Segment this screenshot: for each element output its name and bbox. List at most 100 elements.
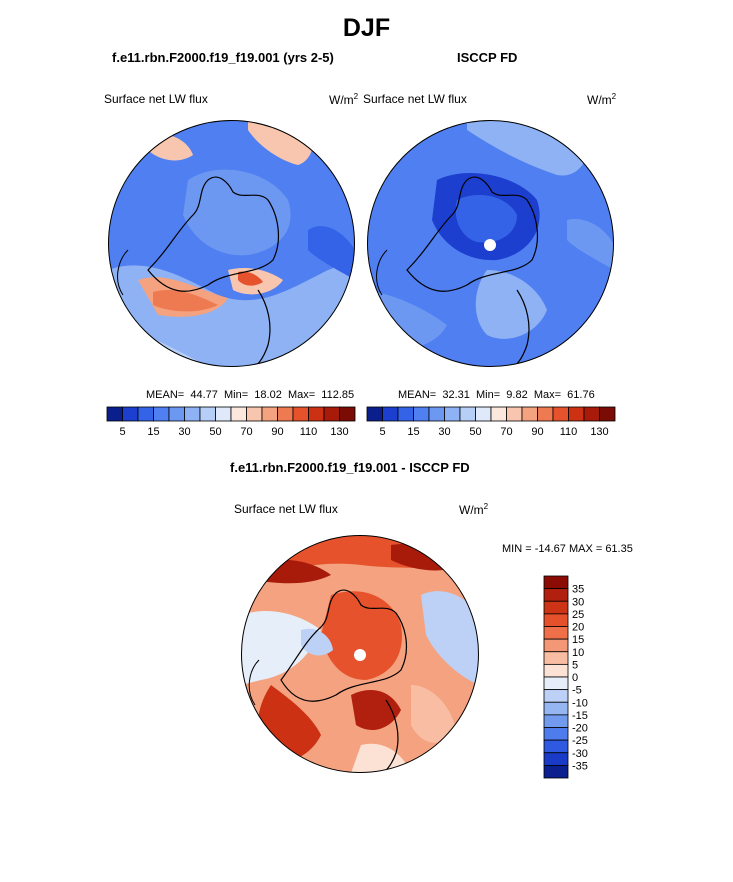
colorbar-swatch — [308, 406, 325, 422]
colorbar-swatch — [106, 406, 123, 422]
colorbar-tick-label: -5 — [572, 685, 582, 697]
colorbar-swatch — [323, 406, 340, 422]
colorbar-swatch — [543, 739, 569, 754]
colorbar-tick-label: -25 — [572, 735, 588, 747]
left-panel-variable: Surface net LW flux — [104, 92, 208, 106]
colorbar-swatch — [543, 626, 569, 640]
colorbar-tick-label: -35 — [572, 760, 588, 772]
colorbar-swatch — [184, 406, 201, 422]
colorbar-swatch — [199, 406, 216, 422]
colorbar-tick-label: 0 — [572, 672, 578, 684]
colorbar-swatch — [543, 752, 569, 766]
colorbar-tick-label: 15 — [407, 426, 419, 438]
right-panel-stats: MEAN= 32.31 Min= 9.82 Max= 61.76 — [398, 389, 595, 401]
colorbar-tick-label: -15 — [572, 710, 588, 722]
field-region — [308, 226, 355, 280]
colorbar-tick-label: -10 — [572, 697, 588, 709]
colorbar-tick-label: 130 — [590, 426, 608, 438]
colorbar-swatch — [413, 406, 430, 422]
colorbar-swatch — [506, 406, 523, 422]
colorbar-swatch — [543, 575, 569, 590]
diff-polar-map — [241, 535, 479, 773]
colorbar-tick-label: 35 — [572, 584, 584, 596]
colorbar-tick-label: 20 — [572, 622, 584, 634]
pole-marker — [354, 649, 366, 661]
colorbar-tick-label: 110 — [300, 426, 318, 438]
colorbar-swatch — [543, 689, 569, 703]
colorbar-tick-label: 25 — [572, 609, 584, 621]
field-region — [241, 610, 321, 685]
left-colorbar: 5 15 30 50 70 90 110 130 — [106, 406, 356, 438]
diff-minmax: MIN = -14.67 MAX = 61.35 — [502, 543, 633, 555]
colorbar-tick-label: 5 — [379, 426, 385, 438]
colorbar-swatch — [543, 764, 569, 779]
colorbar-tick-label: 5 — [119, 426, 125, 438]
diff-panel-title: f.e11.rbn.F2000.f19_f19.001 - ISCCP FD — [230, 460, 470, 475]
colorbar-tick-label: -20 — [572, 723, 588, 735]
coastline — [280, 589, 408, 702]
colorbar-swatch — [543, 651, 569, 665]
colorbar-swatch — [168, 406, 185, 422]
field-region — [183, 169, 291, 256]
coastline — [117, 249, 129, 296]
colorbar-swatch — [277, 406, 294, 422]
colorbar-swatch — [490, 406, 507, 422]
colorbar-swatch — [215, 406, 232, 422]
colorbar-swatch — [521, 406, 538, 422]
colorbar-swatch — [568, 406, 585, 422]
field-region — [421, 591, 479, 685]
field-region — [238, 271, 263, 286]
colorbar-swatch — [246, 406, 263, 422]
colorbar-swatch — [475, 406, 492, 422]
colorbar-swatch — [543, 676, 569, 691]
colorbar-swatch — [153, 406, 170, 422]
coastline — [406, 176, 538, 292]
colorbar-swatch — [292, 406, 309, 422]
colorbar-swatch — [599, 406, 616, 422]
colorbar-tick-label: 90 — [271, 426, 283, 438]
colorbar-swatch — [339, 406, 356, 422]
colorbar-tick-label: -30 — [572, 748, 588, 760]
field-region — [455, 195, 517, 243]
colorbar-swatch — [543, 663, 569, 678]
colorbar-swatch — [543, 600, 569, 615]
colorbar-tick-label: 110 — [560, 426, 578, 438]
colorbar-swatch — [543, 701, 569, 716]
colorbar-tick-label: 15 — [147, 426, 159, 438]
field-region — [351, 690, 401, 730]
colorbar-swatch — [459, 406, 476, 422]
colorbar-tick-label: 130 — [330, 426, 348, 438]
field-region — [301, 628, 333, 656]
colorbar-swatch — [122, 406, 139, 422]
diff-panel-variable: Surface net LW flux — [234, 502, 338, 516]
colorbar-swatch — [428, 406, 445, 422]
colorbar-swatch — [543, 727, 569, 741]
coastline — [376, 249, 388, 296]
colorbar-swatch — [444, 406, 461, 422]
right-colorbar: 5 15 30 50 70 90 110 130 — [366, 406, 616, 438]
colorbar-swatch — [543, 638, 569, 653]
left-panel-units: W/m2 — [329, 92, 359, 107]
right-panel-title: ISCCP FD — [457, 50, 518, 65]
right-panel-variable: Surface net LW flux — [363, 92, 467, 106]
figure-title: DJF — [342, 14, 391, 42]
colorbar-tick-label: 70 — [240, 426, 252, 438]
colorbar-tick-label: 30 — [178, 426, 190, 438]
colorbar-tick-label: 30 — [572, 596, 584, 608]
colorbar-swatch — [366, 406, 383, 422]
colorbar-swatch — [261, 406, 278, 422]
field-region — [411, 685, 456, 743]
field-region — [351, 743, 411, 773]
colorbar-swatch — [543, 714, 569, 728]
coastline — [248, 659, 260, 706]
colorbar-tick-label: 30 — [438, 426, 450, 438]
coastline — [147, 176, 279, 292]
right-panel-units: W/m2 — [587, 92, 617, 107]
field-region — [567, 219, 614, 270]
colorbar-tick-label: 50 — [469, 426, 481, 438]
colorbar-tick-label: 50 — [209, 426, 221, 438]
field-region — [475, 270, 547, 339]
colorbar-tick-label: 5 — [572, 659, 578, 671]
colorbar-swatch — [537, 406, 554, 422]
